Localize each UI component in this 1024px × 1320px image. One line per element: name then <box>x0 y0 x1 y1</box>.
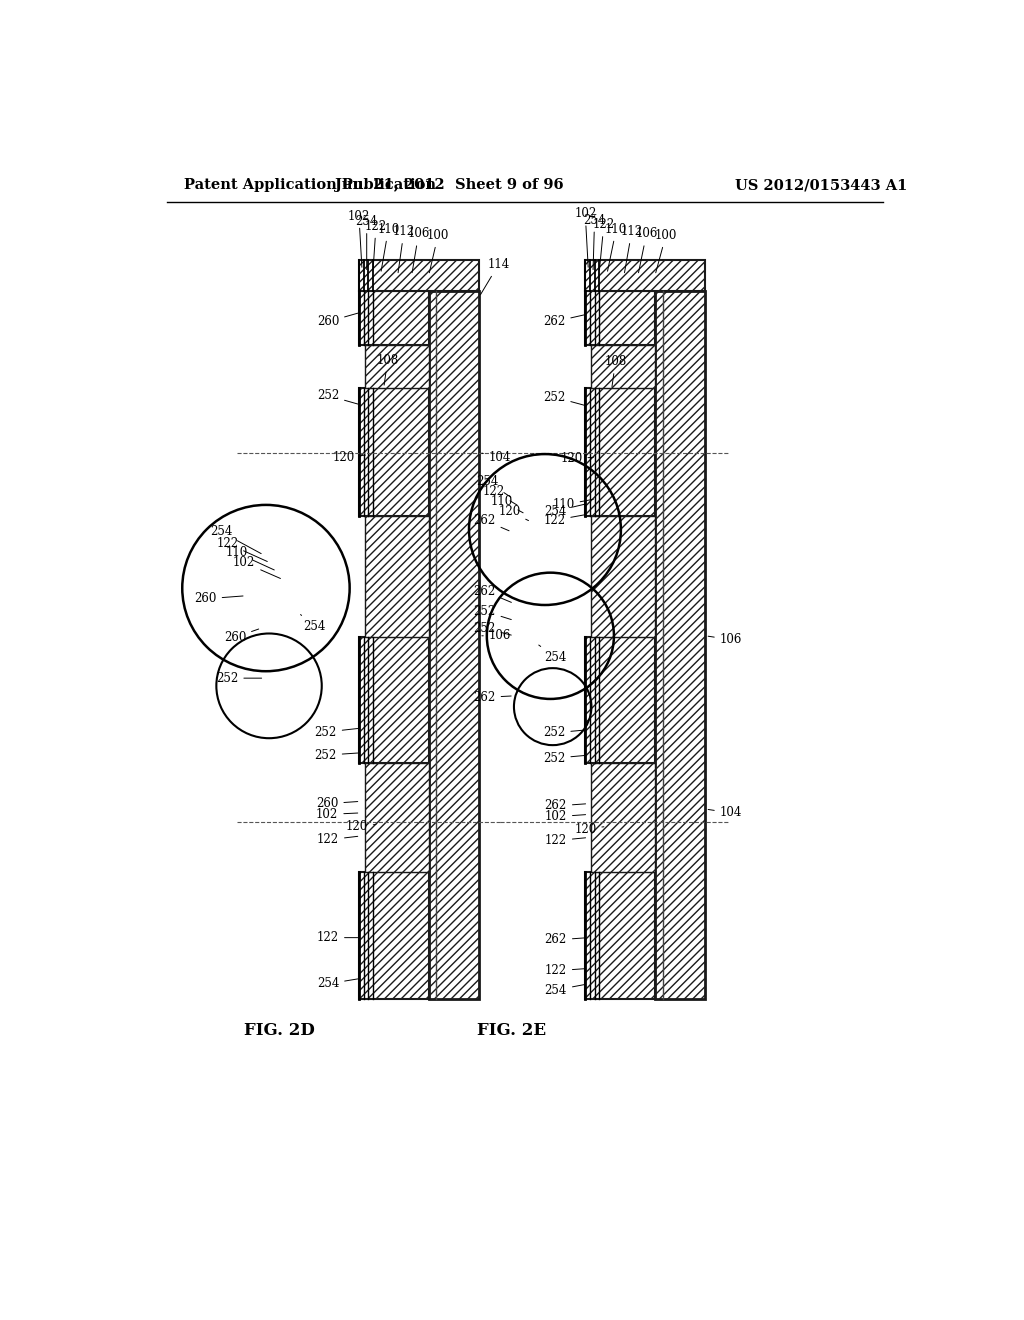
Polygon shape <box>586 260 706 290</box>
Text: 102: 102 <box>316 808 357 821</box>
Text: 122: 122 <box>365 219 387 269</box>
Text: 106: 106 <box>709 634 742 647</box>
Text: 122: 122 <box>216 537 267 561</box>
Text: 110: 110 <box>605 223 628 271</box>
Text: 108: 108 <box>377 354 398 385</box>
Text: 110: 110 <box>377 223 399 271</box>
Text: 106: 106 <box>408 227 430 273</box>
Text: 100: 100 <box>427 228 450 273</box>
Text: 120: 120 <box>333 450 366 463</box>
Text: 122: 122 <box>545 964 586 977</box>
Polygon shape <box>429 290 479 999</box>
Text: 106: 106 <box>482 630 511 643</box>
Text: 260: 260 <box>316 313 357 329</box>
Text: 254: 254 <box>584 214 606 269</box>
Text: 254: 254 <box>355 215 378 269</box>
Text: 252: 252 <box>216 672 261 685</box>
Text: 254: 254 <box>301 615 326 634</box>
Text: 122: 122 <box>545 834 586 847</box>
Text: 120: 120 <box>560 453 593 465</box>
Polygon shape <box>586 290 655 345</box>
Text: 254: 254 <box>545 504 586 517</box>
Text: 110: 110 <box>225 546 274 570</box>
Text: 262: 262 <box>545 800 586 813</box>
Polygon shape <box>655 290 706 999</box>
Text: 254: 254 <box>539 645 567 664</box>
Text: 102: 102 <box>545 810 586 824</box>
Text: 252: 252 <box>316 389 357 404</box>
Text: 260: 260 <box>195 593 243 606</box>
Text: 120: 120 <box>345 820 376 833</box>
Text: 252: 252 <box>543 726 586 739</box>
Text: 106: 106 <box>635 227 657 273</box>
Polygon shape <box>359 873 429 999</box>
Polygon shape <box>592 763 655 873</box>
Text: 120: 120 <box>498 504 528 520</box>
Text: 252: 252 <box>314 726 357 739</box>
Polygon shape <box>586 873 655 999</box>
Text: 254: 254 <box>316 977 357 990</box>
Text: 254: 254 <box>545 983 586 997</box>
Text: 262: 262 <box>473 585 511 602</box>
Polygon shape <box>586 388 655 516</box>
Text: US 2012/0153443 A1: US 2012/0153443 A1 <box>735 178 908 193</box>
Polygon shape <box>359 638 429 763</box>
Text: 108: 108 <box>604 355 627 387</box>
Text: 262: 262 <box>543 314 586 329</box>
Text: 254: 254 <box>210 525 261 553</box>
Text: 110: 110 <box>490 495 523 512</box>
Polygon shape <box>366 345 429 388</box>
Text: Jun. 21, 2012  Sheet 9 of 96: Jun. 21, 2012 Sheet 9 of 96 <box>335 178 564 193</box>
Text: 120: 120 <box>574 822 604 836</box>
Text: 252: 252 <box>473 605 511 619</box>
Text: 102: 102 <box>233 556 281 578</box>
Polygon shape <box>586 638 655 763</box>
Polygon shape <box>366 516 429 638</box>
Text: 104: 104 <box>709 807 742 820</box>
Text: Patent Application Publication: Patent Application Publication <box>183 178 436 193</box>
Text: 262: 262 <box>545 933 586 946</box>
Polygon shape <box>359 260 479 290</box>
Text: 102: 102 <box>348 210 370 267</box>
Text: 260: 260 <box>224 630 259 644</box>
Polygon shape <box>359 388 429 516</box>
Text: 122: 122 <box>316 931 357 944</box>
Text: 122: 122 <box>593 218 615 269</box>
Text: 112: 112 <box>393 224 415 273</box>
Polygon shape <box>592 345 655 388</box>
Text: 254: 254 <box>476 475 511 498</box>
Text: 110: 110 <box>552 499 593 511</box>
Text: 112: 112 <box>621 224 643 273</box>
Polygon shape <box>366 763 429 873</box>
Text: 252: 252 <box>543 751 586 764</box>
Text: 252: 252 <box>473 622 511 635</box>
Text: 122: 122 <box>316 833 357 846</box>
Text: 260: 260 <box>316 797 357 810</box>
Text: 104: 104 <box>481 450 511 463</box>
Text: 122: 122 <box>543 513 586 527</box>
Text: 262: 262 <box>473 690 511 704</box>
Text: FIG. 2D: FIG. 2D <box>244 1022 314 1039</box>
Text: FIG. 2E: FIG. 2E <box>477 1022 546 1039</box>
Polygon shape <box>359 290 429 345</box>
Text: 252: 252 <box>314 748 357 762</box>
Text: 100: 100 <box>654 228 677 273</box>
Polygon shape <box>592 516 655 638</box>
Text: 122: 122 <box>482 484 517 506</box>
Text: 252: 252 <box>543 391 586 405</box>
Text: 114: 114 <box>480 259 510 294</box>
Text: 102: 102 <box>574 207 596 267</box>
Text: 262: 262 <box>473 513 509 531</box>
